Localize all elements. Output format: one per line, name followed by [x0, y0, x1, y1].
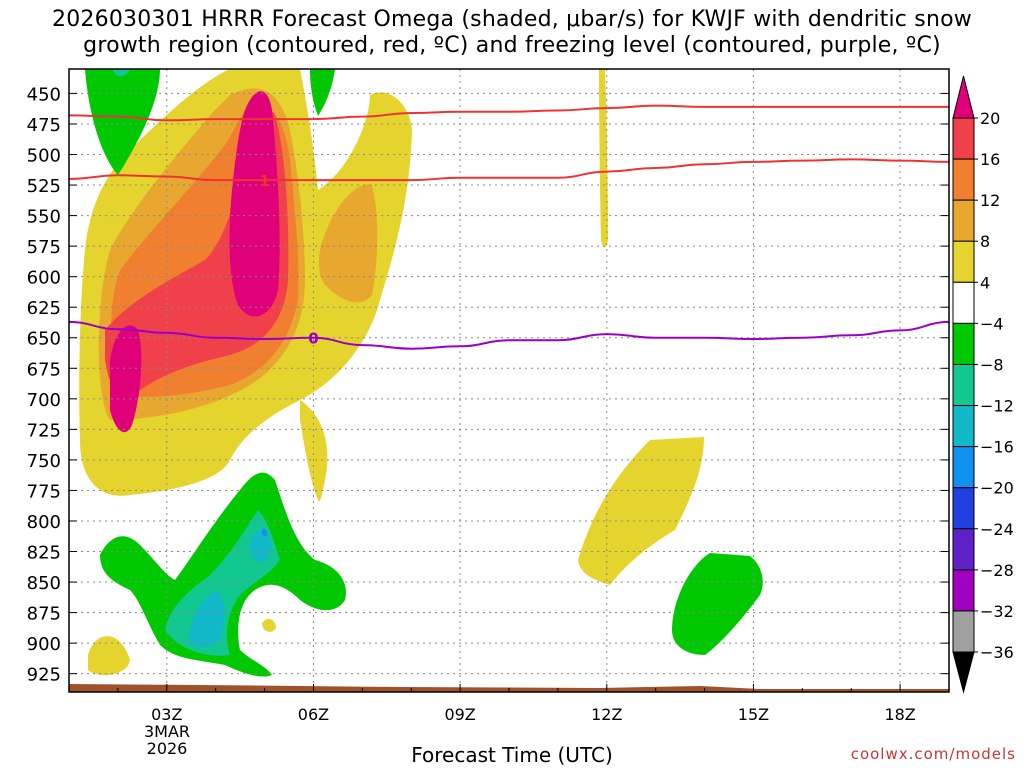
y-tick-label: 800 — [27, 512, 61, 533]
y-tick-label: 625 — [27, 298, 61, 319]
omega-region-green-topleft — [85, 69, 160, 175]
x-axis-title: Forecast Time (UTC) — [411, 743, 613, 767]
colorbar-label: 16 — [980, 150, 1000, 169]
colorbar-swatch — [952, 363, 975, 407]
y-tick-label: 900 — [27, 634, 61, 655]
colorbar-swatch — [952, 610, 975, 653]
omega-region-yellow-lower — [578, 437, 704, 585]
colorbar-label: −16 — [980, 438, 1014, 457]
colorbar-swatch — [952, 158, 975, 201]
colorbar-swatch — [952, 199, 975, 242]
colorbar-label: −36 — [980, 643, 1014, 662]
y-tick-label: 525 — [27, 176, 61, 197]
colorbar-swatch — [952, 240, 975, 283]
omega-shading — [69, 69, 949, 692]
y-tick-label: 675 — [27, 359, 61, 380]
y-tick-label: 750 — [27, 451, 61, 472]
x-axis: 03Z 06Z 09Z 12Z 15Z 18Z — [117, 684, 916, 724]
colorbar-label: −12 — [980, 397, 1014, 416]
chart-title-line-2: growth region (contoured, red, ºC) and f… — [83, 33, 941, 58]
y-tick-label: 850 — [27, 573, 61, 594]
y-tick-label: 450 — [27, 84, 61, 105]
omega-region-cyan-center — [250, 529, 272, 562]
colorbar-swatch — [952, 281, 975, 324]
y-tick-label: 925 — [27, 665, 61, 686]
colorbar-swatch — [952, 117, 975, 160]
colorbar-label: −4 — [980, 314, 1004, 333]
contour-dendritic-top — [69, 104, 949, 122]
x-tick-label: 15Z — [738, 705, 769, 724]
colorbar-swatch — [952, 569, 975, 612]
x-tick-label: 03Z — [151, 705, 182, 724]
contour-freezing-level — [69, 320, 949, 350]
colorbar-swatch — [952, 405, 975, 448]
colorbar-label: 8 — [980, 232, 990, 251]
omega-region-blue-dot — [262, 528, 268, 537]
colorbar-bottom-arrow — [952, 651, 975, 694]
y-tick-label: 500 — [27, 146, 61, 167]
colorbar-label: 4 — [980, 273, 990, 292]
omega-region-yellow-tail — [300, 400, 328, 502]
contour-dendritic-bottom — [69, 158, 949, 182]
x-tick-label: 06Z — [298, 705, 329, 724]
omega-region-yellow-12z — [599, 69, 608, 248]
omega-region-magenta-upper — [229, 91, 280, 317]
y-tick-label: 725 — [27, 420, 61, 441]
y-tick-label: 875 — [27, 604, 61, 625]
colorbar-label: 12 — [980, 191, 1000, 210]
credit-text: coolwx.com/models — [850, 745, 1016, 763]
x-tick-label: 09Z — [444, 705, 475, 724]
omega-region-cyan-lower — [188, 590, 225, 648]
colorbar-label: −28 — [980, 561, 1014, 580]
colorbar-swatch — [952, 446, 975, 489]
contour-label: 1 — [259, 172, 269, 190]
omega-region-yellow-small-left — [88, 636, 130, 676]
omega-region-teal-topleft — [112, 69, 130, 77]
colorbar-label: −32 — [980, 602, 1014, 621]
chart-title-line-1: 2026030301 HRRR Forecast Omega (shaded, … — [52, 7, 972, 32]
colorbar-swatch — [952, 528, 975, 571]
omega-region-yellow-tiny — [262, 618, 276, 632]
y-axis: 450 475 500 525 550 575 600 625 650 675 700 725 750 7… — [27, 84, 949, 686]
omega-region-orange-east — [318, 184, 378, 303]
colorbar-top-arrow — [952, 75, 975, 119]
colorbar: 20 16 12 8 4 −4 −8 −12 −16 −20 −24 −28 −32 −36 — [952, 75, 1014, 694]
y-tick-label: 775 — [27, 481, 61, 502]
colorbar-label: −24 — [980, 520, 1014, 539]
y-tick-label: 700 — [27, 390, 61, 411]
colorbar-swatch — [952, 322, 975, 365]
y-tick-label: 825 — [27, 543, 61, 564]
omega-region-magenta-lower — [110, 325, 142, 433]
colorbar-label: 20 — [980, 109, 1000, 128]
date-label-year: 2026 — [147, 739, 188, 758]
x-tick-label: 18Z — [884, 705, 915, 724]
date-label-month: 3MAR — [144, 722, 190, 741]
colorbar-swatch — [952, 487, 975, 530]
contour-label: 0 — [308, 330, 318, 348]
y-tick-label: 575 — [27, 237, 61, 258]
y-tick-label: 475 — [27, 115, 61, 136]
omega-region-green-15z — [672, 553, 763, 655]
y-tick-label: 550 — [27, 207, 61, 228]
y-tick-label: 650 — [27, 329, 61, 350]
colorbar-label: −8 — [980, 355, 1004, 374]
colorbar-label: −20 — [980, 479, 1014, 498]
x-tick-label: 12Z — [591, 705, 622, 724]
omega-region-green-top-6z — [310, 69, 335, 116]
temperature-contours: 10 — [69, 104, 949, 350]
y-tick-label: 600 — [27, 268, 61, 289]
